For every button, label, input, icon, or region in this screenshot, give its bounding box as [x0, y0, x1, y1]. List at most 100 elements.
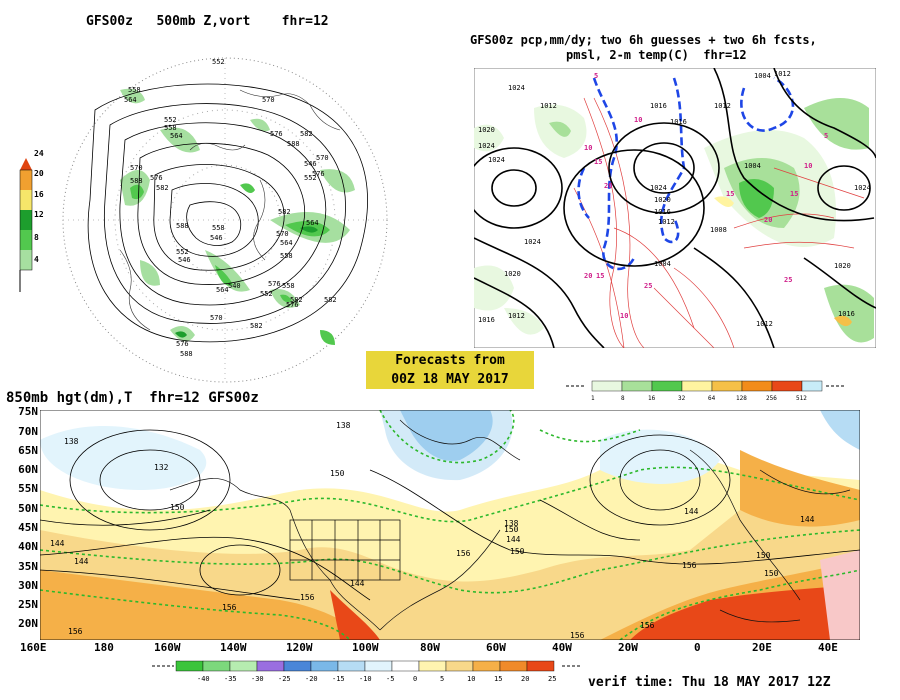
colorbar-tick: -10	[359, 675, 372, 683]
contour-label: 564	[170, 132, 183, 140]
lon-label: 20W	[618, 641, 638, 654]
contour-label: 588	[130, 177, 143, 185]
lat-label: 30N	[18, 579, 38, 592]
colorbar-tick: 10	[467, 675, 475, 683]
isobar-label: 1024	[488, 156, 505, 164]
contour-label: 582	[156, 184, 169, 192]
lat-label: 65N	[18, 444, 38, 457]
contour-label: 582	[300, 130, 313, 138]
contour-label: 156	[682, 561, 697, 570]
lat-label: 60N	[18, 463, 38, 476]
contour-label: 150	[756, 551, 771, 560]
colorbar-swatch	[337, 660, 366, 672]
contour-label: 564	[280, 239, 293, 247]
colorbar-tick: 5	[440, 675, 444, 683]
contour-label: 552	[176, 248, 189, 256]
colorbar-tick: 15	[494, 675, 502, 683]
isobar-label: 1012	[774, 70, 791, 78]
isobar-label: 1020	[654, 196, 671, 204]
colorbar-swatch	[283, 660, 312, 672]
isobar-label: 1020	[504, 270, 521, 278]
lon-label: 120W	[286, 641, 313, 654]
contour-label: 582	[324, 296, 337, 304]
temp-label-group: 10 15 20 25 15 10 5 15 20 25 10 5 10 15 …	[584, 72, 828, 320]
banner-line-1: Forecasts from	[395, 353, 505, 368]
temp-label: 15	[596, 272, 604, 280]
contour-label: 150	[764, 569, 779, 578]
banner-line-2: 00Z 18 MAY 2017	[391, 372, 509, 387]
lat-label: 55N	[18, 482, 38, 495]
contour-label: 144	[800, 515, 815, 524]
contour-label: 558	[282, 282, 295, 290]
contour-label: 570	[210, 314, 223, 322]
contour-label: 156	[640, 621, 655, 630]
isobar-label: 1024	[508, 84, 525, 92]
colorbar-tick: 4	[34, 255, 39, 264]
lat-label: 25N	[18, 598, 38, 611]
contour-label: 576	[312, 170, 325, 178]
colorbar-tick: 512	[796, 395, 807, 402]
isobar-label: 1016	[478, 316, 495, 324]
contour-label: 576	[150, 174, 163, 182]
contour-label: 582	[278, 208, 291, 216]
contour-label: 132	[154, 463, 169, 472]
colorbar-swatch	[526, 660, 555, 672]
panel-precip-title-2: pmsl, 2-m temp(C) fhr=12	[566, 48, 747, 62]
lon-label: 80W	[420, 641, 440, 654]
contour-label: 570	[262, 96, 275, 104]
lon-label: 0	[694, 641, 701, 654]
vort-colorbar-ticks: 24 20 16 12 8 4	[34, 149, 44, 264]
isobar-label: 1016	[654, 208, 671, 216]
colorbar-tick: 25	[548, 675, 556, 683]
temp-label: 20	[584, 272, 592, 280]
lat-label: 40N	[18, 540, 38, 553]
temp-label: 10	[620, 312, 628, 320]
colorbar-tick: 20	[521, 675, 529, 683]
temp-label: 15	[594, 158, 602, 166]
contour-label: 570	[276, 230, 289, 238]
colorbar-tick: 1	[591, 395, 595, 402]
isobar-label: 1012	[508, 312, 525, 320]
panel-850mb-title: 850mb hgt(dm),T fhr=12 GFS00z	[6, 390, 259, 406]
contour-label: 570	[130, 164, 143, 172]
precip-colorbar: 1 8 16 32 64 128 256 512	[566, 380, 844, 402]
lon-label: 180	[94, 641, 114, 654]
lon-label: 40E	[818, 641, 838, 654]
contour-label: 552	[164, 116, 177, 124]
contour-label: 588	[180, 350, 193, 358]
temp-label: 10	[584, 144, 592, 152]
contour-label: 540	[228, 282, 241, 290]
isobar-label: 1024	[524, 238, 541, 246]
lat-label: 20N	[18, 617, 38, 630]
contour-label: 156	[222, 603, 237, 612]
colorbar-tick: -5	[386, 675, 394, 683]
colorbar-swatch	[310, 660, 339, 672]
contour-label: 558	[212, 224, 225, 232]
colorbar-tick: 0	[413, 675, 417, 683]
temp-label: 15	[726, 190, 734, 198]
isobars	[474, 68, 876, 348]
contour-label: 150	[510, 547, 525, 556]
colorbar-tick: 128	[736, 395, 747, 402]
temp-label: 5	[824, 132, 828, 140]
temp-label: 10	[634, 116, 642, 124]
isobar-label: 1016	[670, 118, 687, 126]
colorbar-tick: 64	[708, 395, 716, 402]
colorbar-tick: 8	[34, 233, 39, 242]
contour-label: 546	[210, 234, 223, 242]
temp-label: 5	[594, 72, 598, 80]
contour-label: 144	[74, 557, 89, 566]
isobar-label: 1012	[756, 320, 773, 328]
temp-label: 15	[790, 190, 798, 198]
contour-label: 570	[316, 154, 329, 162]
contour-label: 552	[304, 174, 317, 182]
contour-label: 150	[330, 469, 345, 478]
colorbar-tick: -30	[251, 675, 264, 683]
isobar-label: 1016	[650, 102, 667, 110]
colorbar-tick: 16	[34, 190, 44, 199]
isotherms	[40, 410, 860, 640]
colorbar-swatch	[256, 660, 285, 672]
colorbar-tick: 32	[678, 395, 686, 402]
contour-label: 564	[216, 286, 229, 294]
temp-label: 20	[604, 182, 612, 190]
